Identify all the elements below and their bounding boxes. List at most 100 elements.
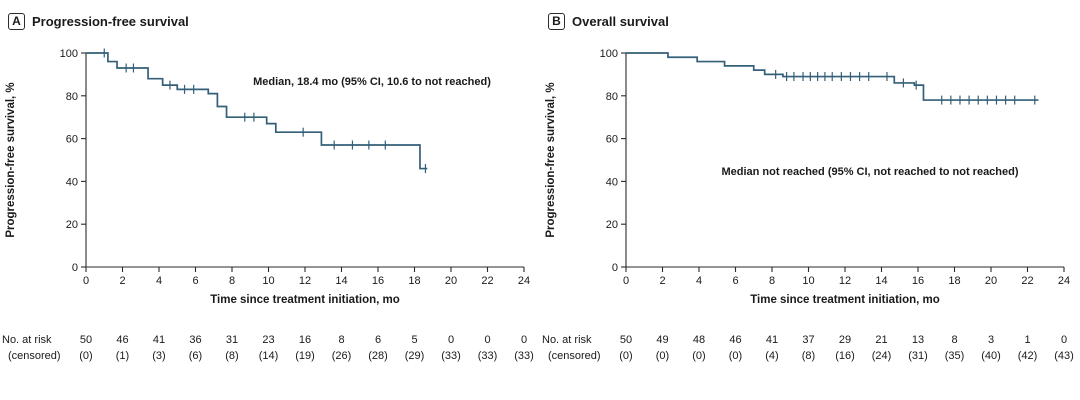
at-risk-count: 49 [656, 334, 668, 346]
censored-count: (42) [1018, 350, 1038, 362]
y-tick-label: 60 [606, 134, 618, 146]
panel-a-title: Progression-free survival [32, 13, 189, 29]
x-tick-label: 2 [119, 275, 125, 287]
at-risk-count: 3 [988, 334, 994, 346]
censored-count: (28) [368, 350, 388, 362]
at-risk-count: 29 [839, 334, 851, 346]
panel-a-letter-box: A [8, 12, 25, 30]
at-risk-count: 8 [951, 334, 957, 346]
censored-count: (0) [656, 350, 669, 362]
at-risk-count: 5 [411, 334, 417, 346]
censored-count: (19) [295, 350, 315, 362]
x-tick-label: 0 [83, 275, 89, 287]
censored-count: (0) [729, 350, 742, 362]
at-risk-count: 6 [375, 334, 381, 346]
panel-a: A Progression-free survival 0 20 40 60 80 100… [0, 0, 540, 371]
y-tick-label: 40 [606, 176, 618, 188]
censored-count: (0) [692, 350, 705, 362]
censored-count: (43) [1054, 350, 1074, 362]
at-risk-count: 21 [875, 334, 887, 346]
x-tick-label: 14 [335, 275, 347, 287]
y-tick-label: 40 [66, 176, 78, 188]
x-axis-title: Time since treatment initiation, mo [210, 294, 400, 306]
censored-count: (35) [945, 350, 965, 362]
x-tick-label: 6 [192, 275, 198, 287]
at-risk-count: 46 [729, 334, 741, 346]
x-tick-label: 2 [659, 275, 665, 287]
risk-row-label: No. at risk [542, 334, 592, 346]
x-tick-label: 16 [912, 275, 924, 287]
censored-count: (4) [765, 350, 778, 362]
at-risk-count: 41 [766, 334, 778, 346]
censored-count: (33) [441, 350, 461, 362]
at-risk-count: 0 [448, 334, 454, 346]
censored-count: (6) [189, 350, 202, 362]
censored-count: (8) [225, 350, 238, 362]
x-tick-label: 20 [445, 275, 457, 287]
median-annotation: Median not reached (95% CI, not reached … [721, 166, 1018, 178]
at-risk-count: 0 [521, 334, 527, 346]
at-risk-count: 46 [116, 334, 128, 346]
y-tick-label: 20 [606, 219, 618, 231]
at-risk-count: 0 [1061, 334, 1067, 346]
at-risk-count: 1 [1024, 334, 1030, 346]
panel-b-letter-box: B [548, 12, 565, 30]
x-tick-label: 12 [299, 275, 311, 287]
y-tick-label: 20 [66, 219, 78, 231]
y-tick-label: 80 [606, 91, 618, 103]
censored-count: (0) [79, 350, 92, 362]
censored-count: (1) [116, 350, 129, 362]
x-tick-label: 16 [372, 275, 384, 287]
y-tick-label: 0 [612, 262, 618, 274]
x-tick-label: 24 [518, 275, 530, 287]
at-risk-count: 41 [153, 334, 165, 346]
x-axis-title: Time since treatment initiation, mo [750, 294, 940, 306]
at-risk-count: 13 [912, 334, 924, 346]
at-risk-count: 16 [299, 334, 311, 346]
x-tick-label: 18 [408, 275, 420, 287]
y-tick-label: 80 [66, 91, 78, 103]
panel-b-header: B Overall survival [548, 10, 1080, 32]
x-tick-label: 18 [948, 275, 960, 287]
x-tick-label: 14 [875, 275, 887, 287]
x-tick-label: 10 [802, 275, 814, 287]
x-tick-label: 20 [985, 275, 997, 287]
censored-count: (8) [802, 350, 815, 362]
censored-count: (40) [981, 350, 1001, 362]
at-risk-count: 31 [226, 334, 238, 346]
y-tick-label: 100 [600, 48, 618, 60]
censored-count: (16) [835, 350, 855, 362]
km-curve [86, 52, 428, 170]
km-figure: A Progression-free survival 0 20 40 60 80 100… [0, 0, 1080, 371]
x-tick-label: 24 [1058, 275, 1070, 287]
at-risk-count: 50 [80, 334, 92, 346]
censored-row-label: (censored) [8, 350, 61, 362]
y-axis-title: Progression-free survival, % [5, 82, 17, 237]
censored-count: (3) [152, 350, 165, 362]
x-tick-label: 22 [481, 275, 493, 287]
at-risk-count: 23 [262, 334, 274, 346]
censored-count: (14) [259, 350, 279, 362]
censored-count: (33) [478, 350, 498, 362]
panel-b-title: Overall survival [572, 13, 669, 29]
at-risk-count: 50 [620, 334, 632, 346]
censored-count: (26) [332, 350, 352, 362]
x-tick-label: 4 [696, 275, 702, 287]
x-tick-label: 6 [732, 275, 738, 287]
censored-row-label: (censored) [548, 350, 601, 362]
median-annotation: Median, 18.4 mo (95% CI, 10.6 to not rea… [253, 76, 491, 88]
y-tick-label: 100 [60, 48, 78, 60]
censored-count: (24) [872, 350, 892, 362]
censored-count: (0) [619, 350, 632, 362]
at-risk-count: 48 [693, 334, 705, 346]
y-tick-label: 0 [72, 262, 78, 274]
y-tick-label: 60 [66, 134, 78, 146]
km-curve [626, 52, 1039, 101]
y-axis-title: Progression-free survival, % [545, 82, 557, 237]
x-tick-label: 0 [623, 275, 629, 287]
panel-a-header: A Progression-free survival [8, 10, 540, 32]
x-tick-label: 12 [839, 275, 851, 287]
censored-count: (29) [405, 350, 425, 362]
